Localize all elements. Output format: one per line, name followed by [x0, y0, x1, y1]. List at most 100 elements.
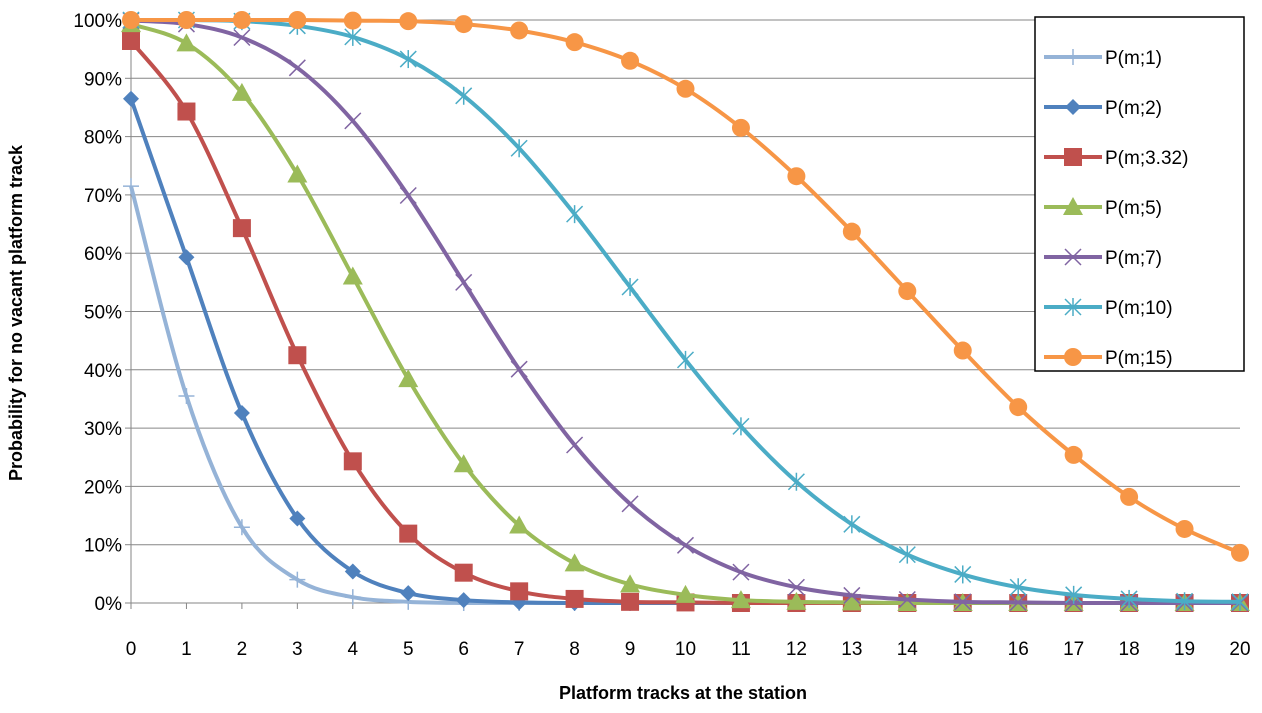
marker-stroke — [898, 590, 916, 609]
star-marker — [787, 472, 805, 491]
legend-item: P(m;10) — [1044, 298, 1173, 319]
x-marker — [621, 495, 639, 513]
triangle-marker — [176, 33, 197, 52]
x-marker — [843, 586, 861, 604]
x-tick-label: 1 — [181, 639, 192, 660]
marker-stroke — [621, 495, 639, 513]
x-tick-label: 9 — [625, 639, 636, 660]
circle-marker — [177, 11, 196, 29]
circle-marker — [1175, 519, 1194, 538]
x-marker — [898, 590, 916, 609]
diamond-marker — [289, 510, 306, 527]
marker-stroke — [732, 563, 750, 581]
marker-stroke — [1064, 248, 1082, 266]
star-marker — [1120, 589, 1138, 608]
y-tick-label: 50% — [84, 303, 122, 324]
x-marker — [510, 360, 528, 378]
x-marker — [344, 112, 362, 130]
x-tick-label: 13 — [841, 639, 862, 660]
y-tick-label: 90% — [84, 69, 122, 90]
star-marker — [732, 417, 750, 436]
square-marker — [343, 452, 362, 471]
x-tick-label: 2 — [237, 639, 248, 660]
x-tick-label: 16 — [1008, 639, 1029, 660]
diamond-marker — [455, 592, 472, 609]
circle-marker — [953, 341, 972, 360]
x-tick-label: 10 — [675, 639, 696, 660]
marker-stroke — [233, 28, 251, 47]
series-line — [130, 18, 1241, 555]
star-marker — [510, 139, 528, 158]
x-marker — [455, 273, 473, 291]
series-layer — [121, 11, 1250, 612]
series-line — [130, 18, 1241, 604]
x-marker — [288, 59, 306, 77]
x-tick-label: 15 — [952, 639, 973, 660]
plus-marker — [233, 519, 250, 536]
diamond-marker — [400, 585, 417, 602]
square-marker — [177, 102, 196, 121]
legend-label: P(m;7) — [1105, 248, 1162, 269]
marker-stroke — [787, 578, 805, 596]
x-tick-label: 17 — [1063, 639, 1084, 660]
y-tick-label: 100% — [73, 11, 122, 32]
x-tick-label: 5 — [403, 639, 414, 660]
star-marker — [455, 86, 473, 105]
triangle-marker — [509, 515, 530, 534]
x-marker — [954, 593, 972, 611]
y-axis-ticks: 0% 10% 20% 30% 40% 50% 60% 70% 80% 90% 100% — [73, 11, 131, 615]
circle-marker — [1064, 445, 1083, 464]
legend-label: P(m;5) — [1105, 198, 1162, 219]
triangle-marker — [287, 164, 308, 183]
triangle-marker — [730, 590, 751, 609]
triangle-marker — [1063, 197, 1083, 215]
x-tick-label: 11 — [731, 639, 751, 660]
legend-item: P(m;2) — [1044, 98, 1162, 119]
diamond-marker — [178, 249, 195, 266]
plus-marker — [1065, 49, 1081, 65]
y-tick-label: 10% — [84, 536, 122, 557]
square-marker — [454, 563, 473, 582]
x-tick-label: 14 — [897, 639, 919, 660]
y-tick-label: 80% — [84, 128, 122, 149]
x-axis-title: Platform tracks at the station — [559, 683, 807, 703]
square-marker — [565, 589, 584, 608]
legend-item: P(m;15) — [1044, 348, 1173, 369]
triangle-marker — [786, 591, 807, 610]
marker-stroke — [510, 360, 528, 378]
circle-marker — [898, 282, 917, 301]
circle-marker — [454, 15, 473, 34]
x-tick-label: 18 — [1119, 639, 1140, 660]
y-tick-label: 40% — [84, 361, 122, 382]
circle-marker — [1231, 543, 1249, 562]
plus-marker — [123, 178, 139, 195]
x-tick-label: 12 — [786, 639, 807, 660]
circle-marker — [842, 222, 861, 241]
star-marker — [1176, 592, 1194, 611]
circle-marker — [288, 11, 307, 29]
square-marker — [232, 219, 251, 238]
star-marker — [1064, 298, 1082, 316]
legend: P(m;1) P(m;2) P(m;3.32) P(m;5) P(m;7) P(m;10)… — [1034, 16, 1245, 372]
legend-label: P(m;15) — [1105, 348, 1173, 369]
circle-marker — [1064, 348, 1082, 366]
triangle-marker — [897, 593, 918, 611]
circle-marker — [122, 11, 140, 29]
star-marker — [1231, 592, 1249, 611]
triangle-marker — [620, 574, 641, 593]
legend-box — [1034, 16, 1245, 372]
diamond-marker — [1065, 99, 1081, 115]
marker-stroke — [1009, 593, 1027, 611]
marker-stroke — [344, 112, 362, 130]
marker-stroke — [954, 593, 972, 611]
x-marker — [732, 563, 750, 581]
circle-marker — [510, 21, 529, 40]
x-marker — [1064, 248, 1082, 266]
star-marker — [1009, 578, 1027, 597]
star-marker — [399, 50, 417, 69]
legend-item: P(m;5) — [1044, 197, 1162, 219]
series-x — [122, 12, 1249, 612]
y-tick-label: 0% — [95, 594, 123, 615]
plus-marker — [344, 589, 361, 606]
